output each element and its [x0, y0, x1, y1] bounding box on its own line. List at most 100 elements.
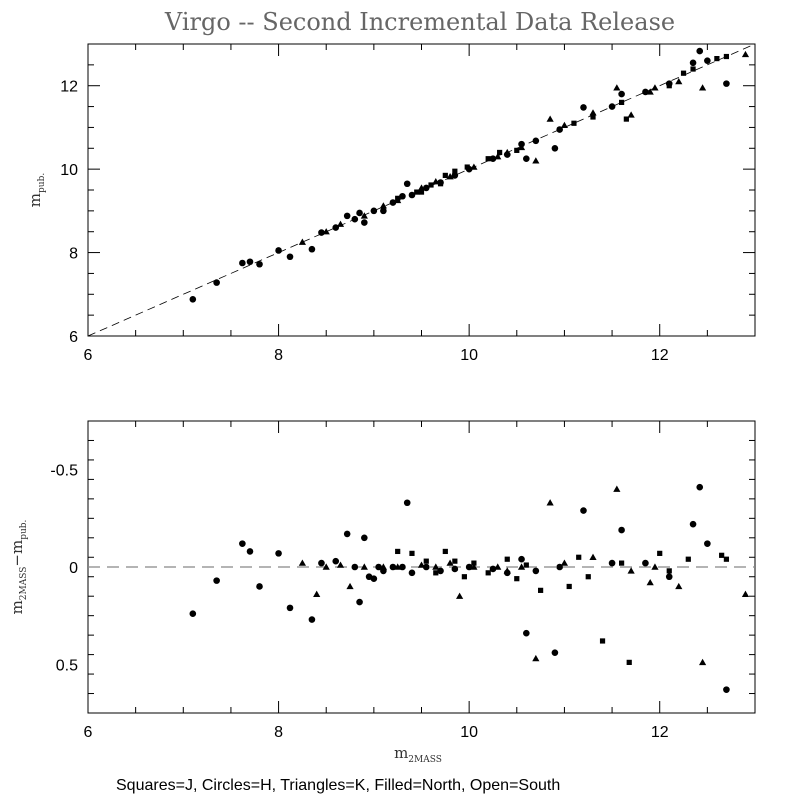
- bottom-x-tick-label: 10: [460, 724, 478, 741]
- top-point-H: [465, 165, 473, 173]
- bottom-point-K: [298, 559, 306, 566]
- bottom-point-K: [432, 563, 440, 570]
- bottom-point-H: [375, 563, 382, 571]
- bottom-point-H: [689, 520, 697, 528]
- bottom-point-H: [403, 499, 411, 507]
- top-point-K: [675, 77, 683, 85]
- top-point-H: [523, 155, 530, 163]
- top-point-K: [613, 84, 621, 91]
- top-point-K: [360, 212, 368, 219]
- bottom-point-J: [626, 659, 632, 665]
- bottom-point-H: [246, 548, 254, 555]
- top-point-K: [698, 84, 707, 91]
- bottom-point-K: [517, 563, 526, 570]
- top-point-J: [485, 156, 491, 162]
- top-point-K: [336, 220, 345, 227]
- bottom-point-H: [343, 530, 351, 538]
- bottom-point-J: [485, 570, 491, 576]
- bottom-point-H: [532, 567, 540, 575]
- bottom-point-H: [465, 563, 473, 571]
- bottom-point-K: [546, 499, 554, 506]
- bottom-point-H: [580, 507, 587, 514]
- top-point-H: [642, 88, 649, 96]
- top-point-J: [418, 189, 425, 195]
- top-point-H: [408, 191, 416, 199]
- bottom-y-tick-label: 0: [69, 560, 78, 577]
- bottom-point-K: [470, 563, 478, 570]
- bottom-point-J: [461, 574, 467, 580]
- bottom-point-J: [409, 550, 415, 556]
- top-point-H: [451, 172, 459, 179]
- top-point-K: [627, 111, 635, 118]
- top-point-J: [514, 147, 520, 153]
- bottom-point-H: [213, 577, 220, 584]
- top-point-K: [298, 238, 306, 245]
- top-point-H: [213, 279, 220, 286]
- bottom-point-J: [433, 570, 439, 576]
- top-y-tick-label: 10: [60, 162, 78, 179]
- top-point-K: [446, 173, 454, 180]
- svg-text:m2MASS−mpub.: m2MASS−mpub.: [8, 519, 29, 614]
- top-point-H: [532, 137, 540, 145]
- bottom-point-K: [646, 578, 654, 586]
- top-point-K: [560, 121, 569, 129]
- bottom-point-H: [318, 559, 325, 567]
- top-point-J: [571, 120, 577, 126]
- top-point-K: [322, 228, 330, 235]
- chart-title: Virgo -- Second Incremental Data Release: [164, 8, 675, 36]
- top-point-H: [351, 215, 359, 223]
- bottom-point-H: [308, 616, 316, 623]
- bottom-point-J: [685, 556, 691, 562]
- bottom-point-K: [417, 561, 426, 568]
- bottom-point-K: [675, 582, 683, 590]
- bottom-point-J: [585, 574, 591, 580]
- bottom-point-K: [741, 590, 750, 597]
- bottom-point-K: [651, 563, 659, 570]
- bottom-point-J: [538, 587, 544, 593]
- top-point-H: [704, 57, 711, 64]
- bottom-point-H: [422, 563, 430, 571]
- bottom-point-K: [589, 553, 597, 560]
- bottom-point-J: [504, 556, 510, 562]
- top-point-J: [497, 149, 503, 156]
- bottom-point-J: [619, 560, 625, 566]
- bottom-point-J: [423, 558, 429, 564]
- bottom-point-H: [408, 569, 416, 577]
- bottom-x-tick-label: 6: [84, 724, 93, 741]
- bottom-point-H: [356, 598, 363, 606]
- top-x-tick-label: 6: [84, 347, 93, 364]
- bottom-point-J: [723, 556, 730, 562]
- top-point-K: [432, 178, 440, 185]
- top-ylabel-sub: pub.: [37, 173, 47, 193]
- top-point-K: [494, 153, 502, 160]
- bottom-data-points: [189, 483, 750, 693]
- top-point-J: [414, 189, 420, 195]
- top-point-H: [422, 184, 430, 192]
- top-point-H: [403, 180, 411, 188]
- top-point-K: [589, 109, 597, 116]
- bottom-point-H: [642, 559, 649, 567]
- top-point-K: [532, 157, 540, 164]
- bottom-point-H: [239, 540, 246, 547]
- top-point-J: [714, 56, 720, 62]
- bottom-point-J: [523, 562, 529, 568]
- bottom-point-H: [618, 526, 625, 534]
- bottom-point-J: [442, 548, 448, 555]
- top-point-J: [680, 70, 687, 76]
- top-point-H: [580, 104, 587, 111]
- bottom-point-K: [346, 582, 354, 590]
- top-point-J: [452, 168, 458, 174]
- top-point-K: [379, 202, 387, 209]
- bottom-point-H: [523, 629, 530, 637]
- top-x-tick-label: 12: [651, 347, 669, 364]
- bottom-point-J: [452, 558, 458, 564]
- top-point-H: [689, 59, 697, 67]
- bottom-point-K: [532, 654, 540, 662]
- bottom-ylabel-sub2: pub.: [19, 519, 29, 539]
- bottom-x-axis-label: m2MASS: [394, 744, 442, 765]
- top-point-J: [723, 53, 730, 60]
- top-point-H: [489, 155, 497, 163]
- top-x-tick-label: 8: [274, 347, 283, 364]
- top-point-H: [343, 212, 351, 220]
- top-point-K: [517, 143, 526, 151]
